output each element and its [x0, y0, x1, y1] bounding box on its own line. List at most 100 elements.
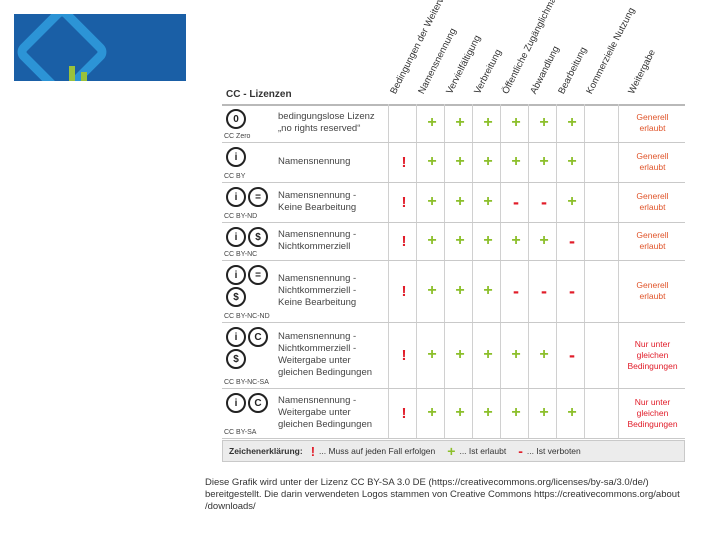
table-cell: ! — [401, 153, 407, 171]
license-description: Namensnennung — [278, 142, 388, 182]
verdict-cell: Nur unter gleichen Bedingungen — [620, 322, 685, 388]
cc-license-icon: i — [226, 227, 246, 247]
license-description: bedingungslose Lizenz „no rights reserve… — [278, 104, 388, 142]
table-cell: + — [567, 114, 577, 131]
table-cell: + — [427, 404, 437, 421]
cc-license-icon: i — [226, 327, 246, 347]
cc-license-icon: 0 — [226, 109, 246, 129]
cc-license-icon: C — [248, 393, 268, 413]
table-cell: + — [539, 153, 549, 170]
column-header: Verbreitung — [472, 47, 505, 96]
license-code: CC BY-NC-SA — [224, 379, 269, 386]
table-row: i C CC BY-SA Namensnennung - Weitergabe unt… — [222, 388, 685, 439]
cc-license-icon: $ — [226, 287, 246, 307]
table-cell: + — [455, 114, 465, 131]
table-cell: + — [427, 282, 437, 299]
verdict-text: Generell erlaubt — [636, 191, 669, 212]
license-icon-group: i = CC BY-ND — [222, 182, 272, 222]
table-cell: ! — [401, 404, 407, 422]
table-cell: + — [455, 153, 465, 170]
license-description-text: Namensnennung - Keine Bearbeitung — [278, 190, 357, 213]
table-cell: + — [567, 404, 577, 421]
table-cell: ! — [401, 232, 407, 250]
table-cell: + — [511, 404, 521, 421]
license-description-text: bedingungslose Lizenz „no rights reserve… — [278, 111, 375, 134]
table-cell: - — [541, 280, 547, 301]
table-cell: + — [455, 193, 465, 210]
legend-label: Zeichenerklärung: — [229, 446, 303, 456]
verdict-cell: Generell erlaubt — [620, 182, 685, 222]
table-cell: + — [483, 346, 493, 363]
table-title: CC - Lizenzen — [226, 89, 292, 100]
footer-attribution: Diese Grafik wird unter der Lizenz CC BY… — [205, 477, 680, 512]
legend-minus-text: ... Ist verboten — [526, 446, 581, 456]
license-description-text: Namensnennung — [278, 156, 351, 167]
column-header: Namensnennung — [416, 26, 459, 96]
license-icon-group: i C $ CC BY-NC-SA — [222, 322, 272, 388]
table-cell: + — [455, 404, 465, 421]
verdict-cell: Generell erlaubt — [620, 142, 685, 182]
table-cell: ! — [401, 346, 407, 364]
table-row: 0 CC Zero bedingungslose Lizenz „no rights… — [222, 104, 685, 143]
license-table: Bedingungen der Weiterverw. Namensnennun… — [222, 0, 685, 470]
table-cell: + — [427, 346, 437, 363]
cc-license-icon: i — [226, 187, 246, 207]
column-header: Bearbeitung — [556, 45, 590, 96]
license-icon-group: i CC BY — [222, 142, 272, 182]
table-cell: + — [567, 153, 577, 170]
cc-license-icon: $ — [248, 227, 268, 247]
table-row: i $ CC BY-NC Namensnennung - Nichtkommerzie… — [222, 222, 685, 261]
license-description: Namensnennung - Nichtkommerziell - Keine… — [278, 260, 388, 322]
verdict-text: Generell erlaubt — [636, 151, 669, 172]
license-description: Namensnennung - Nichtkommerziell — [278, 222, 388, 260]
column-header: Öffentliche Zugänglichmachung — [500, 0, 571, 97]
license-code: CC Zero — [224, 133, 251, 140]
cc-license-icon: i — [226, 265, 246, 285]
table-cell: ! — [401, 282, 407, 300]
verdict-cell: Generell erlaubt — [620, 104, 685, 142]
table-cell: + — [427, 114, 437, 131]
table-row: i = $ CC BY-NC-ND Namensnennung - Nichtkomme… — [222, 260, 685, 323]
license-code: CC BY-NC-ND — [224, 313, 270, 320]
table-cell: - — [569, 344, 575, 365]
table-cell: + — [483, 404, 493, 421]
cc-license-icon: C — [248, 327, 268, 347]
legend-plus-text: ... Ist erlaubt — [459, 446, 507, 456]
column-header: Kommerzielle Nutzung — [584, 5, 638, 96]
table-cell: - — [541, 191, 547, 212]
table-cell: + — [539, 232, 549, 249]
table-cell: + — [539, 404, 549, 421]
license-icon-group: 0 CC Zero — [222, 104, 272, 142]
table-cell: + — [539, 346, 549, 363]
verdict-text: Generell erlaubt — [636, 230, 669, 251]
license-description-text: Namensnennung - Nichtkommerziell — [278, 229, 357, 252]
table-cell: + — [483, 193, 493, 210]
cc-license-icon: $ — [226, 349, 246, 369]
license-description-text: Namensnennung - Nichtkommerziell - Weite… — [278, 331, 373, 378]
license-description: Namensnennung - Weitergabe unter gleiche… — [278, 388, 388, 438]
column-header: Weitergabe — [626, 47, 658, 96]
license-icon-group: i = $ CC BY-NC-ND — [222, 260, 272, 322]
table-cell: + — [483, 114, 493, 131]
table-cell: + — [483, 282, 493, 299]
cc-license-icon: i — [226, 147, 246, 167]
license-description-text: Namensnennung - Nichtkommerziell - Keine… — [278, 273, 357, 308]
license-code: CC BY-SA — [224, 429, 257, 436]
table-cell: + — [511, 153, 521, 170]
column-header: Bedingungen der Weiterverw. — [388, 0, 455, 96]
table-cell: + — [539, 114, 549, 131]
table-row: i C $ CC BY-NC-SA Namensnennung - Nichtkomme… — [222, 322, 685, 389]
table-cell: ! — [401, 193, 407, 211]
legend-must-symbol: ! — [310, 443, 316, 459]
table-cell: + — [567, 193, 577, 210]
table-row: i = CC BY-ND Namensnennung - Keine Bearbeit… — [222, 182, 685, 223]
verdict-text: Generell erlaubt — [636, 280, 669, 301]
license-icon-group: i $ CC BY-NC — [222, 222, 272, 260]
license-icon-group: i C CC BY-SA — [222, 388, 272, 438]
cc-license-icon: = — [248, 187, 268, 207]
verdict-text: Generell erlaubt — [636, 112, 669, 133]
table-cell: + — [511, 232, 521, 249]
table-cell: + — [483, 232, 493, 249]
logo — [14, 14, 186, 81]
verdict-cell: Generell erlaubt — [620, 222, 685, 260]
